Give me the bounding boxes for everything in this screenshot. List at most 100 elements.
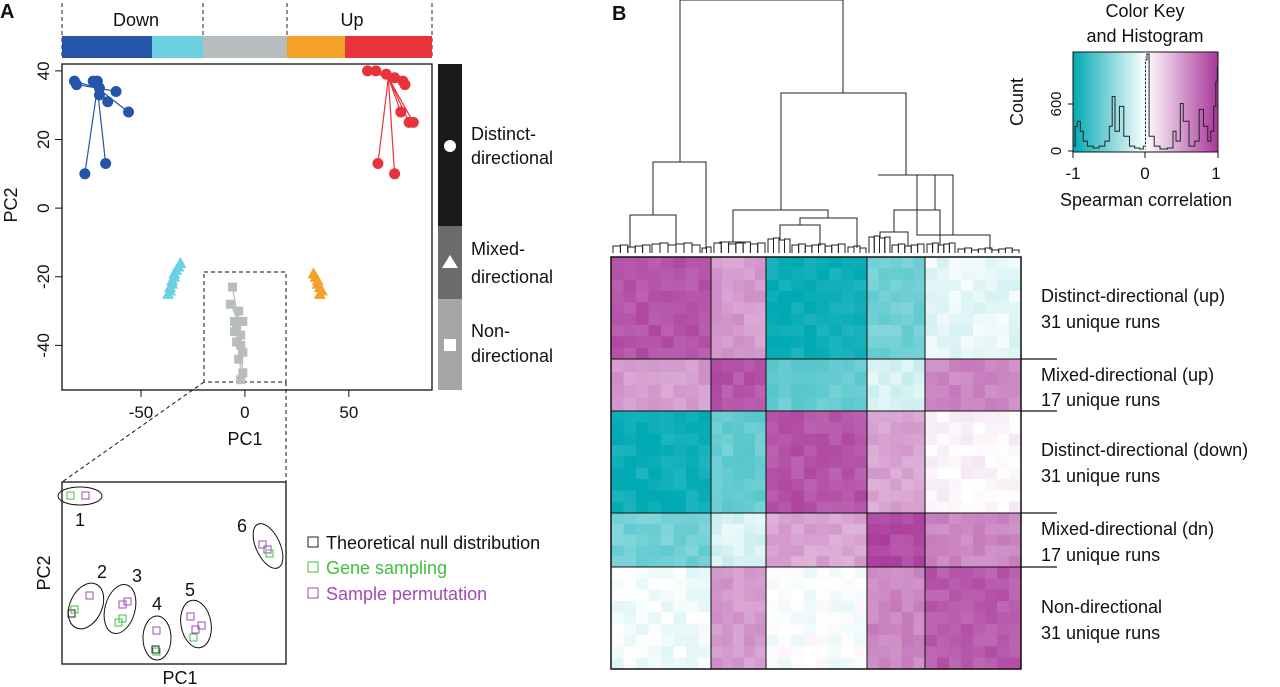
heatmap-cell [623, 422, 637, 435]
heatmap-cell [673, 589, 687, 602]
heatmap-cell [623, 513, 637, 525]
heatmap-cell [961, 347, 974, 360]
heatmap-cell [711, 359, 723, 373]
heatmap-cell [890, 372, 903, 386]
heatmap-cell [854, 567, 868, 579]
heatmap-cell [733, 556, 745, 568]
heatmap-cell [733, 567, 745, 579]
heatmap-cell [901, 279, 914, 292]
heatmap-cell [937, 336, 950, 349]
heatmap-cell [867, 336, 880, 349]
heatmap-cell [878, 302, 891, 315]
heatmap-cell [854, 556, 868, 568]
heatmap-cell [997, 325, 1010, 337]
heatmap-cell [686, 479, 700, 491]
bar-segment-nondirectional [203, 36, 287, 58]
heatmap-cell [803, 534, 818, 546]
heatmap-cell [661, 601, 675, 613]
heatmap-cell [673, 257, 687, 269]
dendrogram-branch [629, 214, 677, 247]
heatmap-cell [1009, 556, 1022, 568]
heatmap-cell [854, 313, 868, 326]
heatmap-cell [841, 589, 855, 602]
heatmap-cell [985, 545, 998, 557]
heatmap-cell [997, 411, 1010, 423]
row-label-name: Mixed-directional (up) [1041, 365, 1214, 385]
heatmap-cell [973, 433, 986, 446]
heatmap-cell [791, 291, 805, 303]
heatmap-cell [744, 467, 756, 480]
heatmap-cell [755, 523, 767, 536]
heatmap-cell [733, 398, 745, 412]
inset-marker [186, 612, 195, 621]
panel-b-label: B [612, 3, 626, 25]
heatmap-cell [949, 479, 962, 491]
heatmap-cell [755, 313, 767, 326]
heatmap-cell [973, 612, 986, 625]
heatmap-cell [829, 523, 843, 536]
heatmap-cell [985, 268, 998, 281]
heatmap-cell [733, 268, 745, 281]
heatmap-cell [636, 490, 650, 503]
heatmap-cell [648, 372, 662, 386]
heatmap-cell [878, 268, 891, 281]
dendrogram-branch [706, 246, 712, 253]
heatmap-cell [985, 347, 998, 360]
heatmap-cell [985, 490, 998, 503]
heatmap-cell [816, 635, 830, 647]
heatmap-cell [1009, 467, 1022, 480]
side-label-non-1: Non- [471, 321, 510, 341]
heatmap-cell [867, 501, 880, 514]
heatmap-cell [711, 513, 723, 525]
heatmap-cell [841, 646, 855, 659]
heatmap-cell [973, 601, 986, 613]
heatmap-cell [648, 523, 662, 536]
heatmap-cell [803, 385, 818, 399]
heatmap-cell [673, 612, 687, 625]
heatmap-cell [816, 398, 830, 412]
heatmap-cell [686, 411, 700, 423]
heatmap-cell [733, 657, 745, 670]
y-tick-label: 40 [34, 61, 53, 80]
heatmap-cell [648, 445, 662, 457]
heatmap-cell [1009, 359, 1022, 373]
heatmap-cell [686, 372, 700, 386]
heatmap-cell [791, 398, 805, 412]
heatmap-cell [829, 623, 843, 636]
heatmap-cell [711, 445, 723, 457]
heatmap-cell [985, 479, 998, 491]
heatmap-cell [973, 347, 986, 360]
heatmap-cell [778, 336, 792, 349]
heatmap-cell [867, 302, 880, 315]
inset-marker [66, 491, 75, 500]
heatmap-cell [733, 501, 745, 514]
heatmap-cell [985, 657, 998, 670]
heatmap-cell [841, 433, 855, 446]
heatmap-cell [1009, 501, 1022, 514]
heatmap-cell [733, 359, 745, 373]
heatmap-cell [854, 479, 868, 491]
heatmap-cell [744, 556, 756, 568]
y-tick-label: 0 [34, 203, 53, 212]
heatmap-cell [733, 523, 745, 536]
heatmap-cell [791, 445, 805, 457]
heatmap-cell [791, 646, 805, 659]
dendrogram-branch [948, 242, 956, 253]
heatmap-cell [778, 523, 792, 536]
scatter-axes: -50 0 50 -40 -20 0 20 40 [34, 61, 358, 422]
heatmap-cell [698, 372, 712, 386]
heatmap-cell [755, 501, 767, 514]
direction-bar: Down Up [61, 3, 433, 58]
inset-group-label: 5 [185, 580, 195, 600]
heatmap-cell [816, 479, 830, 491]
heatmap-cell [791, 422, 805, 435]
heatmap-cell [611, 578, 625, 591]
heatmap-cell [623, 313, 637, 326]
heatmap-cell [648, 578, 662, 591]
heatmap-cell [711, 646, 723, 659]
heatmap-cell [636, 545, 650, 557]
heatmap-cell [867, 556, 880, 568]
inset-frame [61, 481, 287, 665]
heatmap-cell [997, 646, 1010, 659]
heatmap-cell [925, 385, 938, 399]
